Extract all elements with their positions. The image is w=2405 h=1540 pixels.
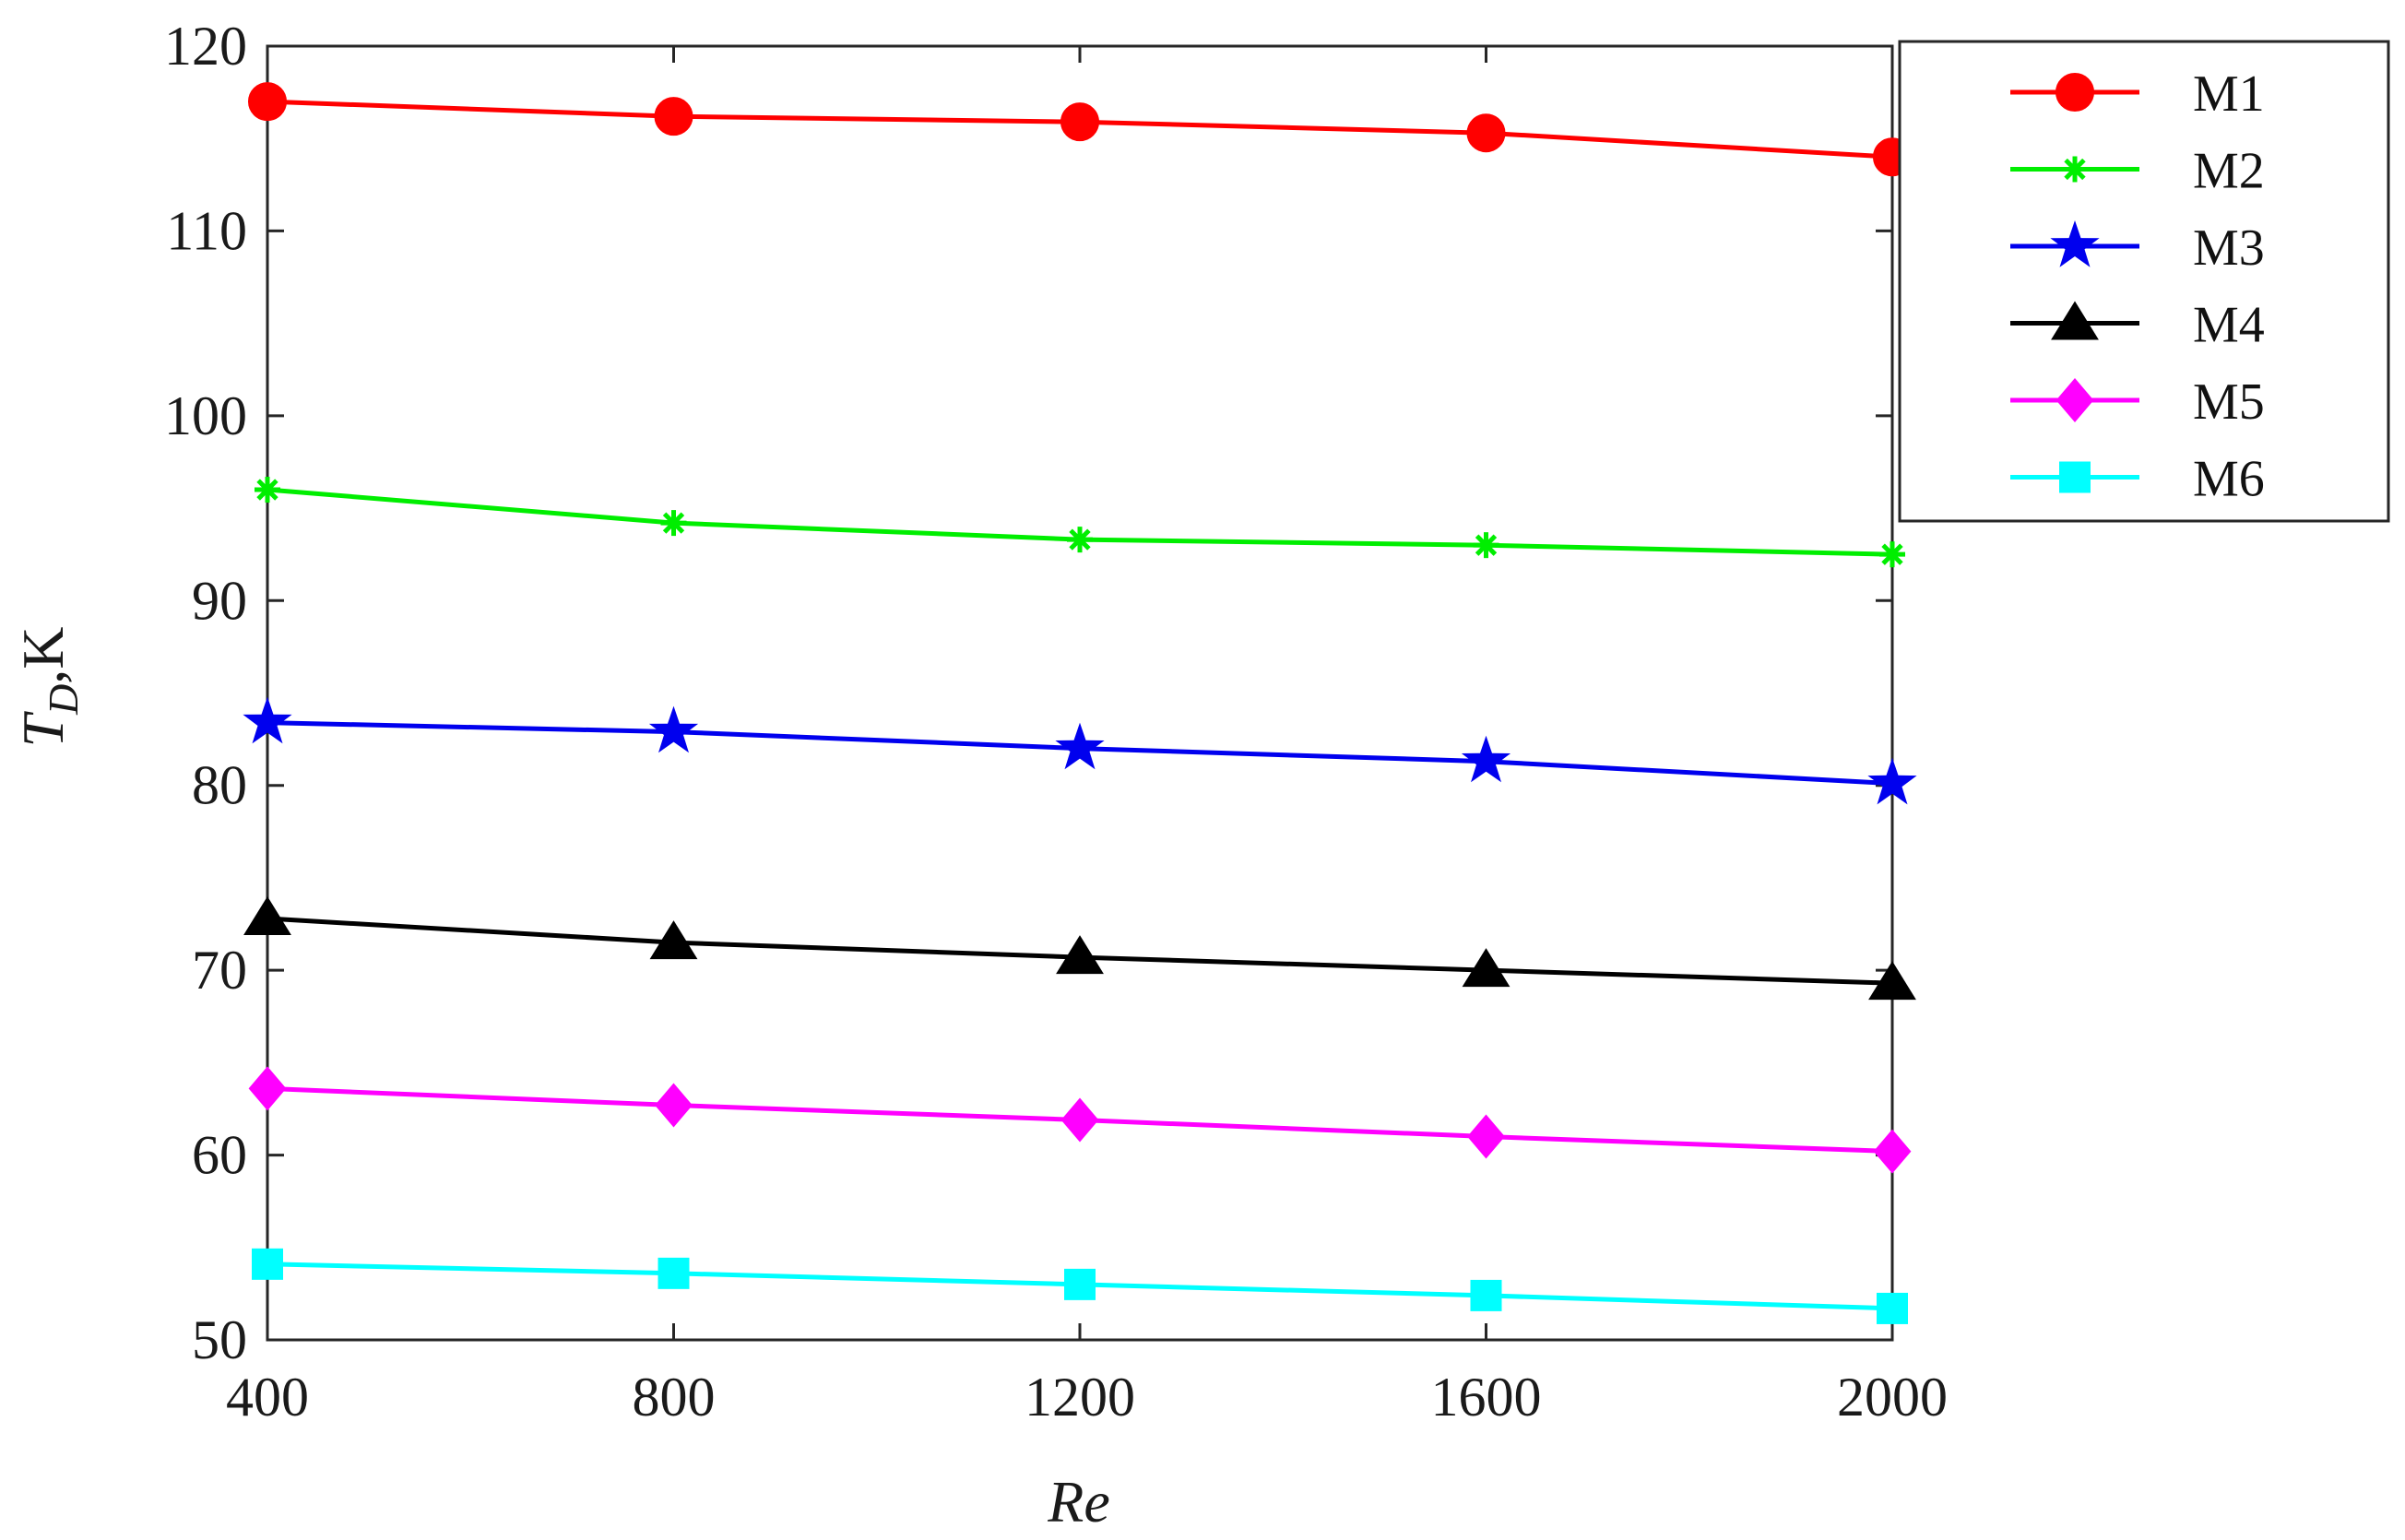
asterisk-stroke	[1881, 543, 1903, 565]
asterisk-stroke	[2064, 158, 2086, 181]
y-axis-ticks: 50 60 70 80 90 100 110 120	[164, 16, 1892, 1370]
data-point-m6	[1064, 1268, 1096, 1300]
data-point-m2	[1879, 541, 1905, 568]
x-tick-label: 400	[226, 1367, 309, 1427]
data-point-m6	[1470, 1279, 1502, 1311]
series-m5	[248, 1066, 1912, 1174]
data-point-m2	[1067, 527, 1093, 553]
legend: M1 M2 M3 M4 M5 M6	[1898, 40, 2390, 523]
y-tick-label: 100	[164, 385, 247, 446]
series-m4	[243, 896, 1916, 1001]
series-m6	[252, 1248, 1908, 1324]
legend-label-m3: M3	[2193, 219, 2265, 277]
y-tick-label: 110	[166, 200, 247, 261]
legend-label-m2: M2	[2193, 143, 2265, 200]
y-tick-label: 70	[192, 940, 247, 1001]
x-axis-ticks: 400 800 1200 1600 2000	[226, 46, 1948, 1427]
data-point-m5	[1467, 1114, 1505, 1159]
data-point-m3	[1055, 722, 1105, 770]
data-point-m5	[1873, 1129, 1912, 1174]
data-point-m6	[1877, 1292, 1908, 1324]
legend-marker-m1	[2056, 73, 2094, 112]
data-point-m1	[248, 82, 287, 122]
legend-label-m6: M6	[2193, 451, 2265, 508]
y-tick-label: 90	[192, 570, 247, 631]
legend-label-m1: M1	[2193, 65, 2265, 123]
legend-label-m4: M4	[2193, 297, 2265, 354]
legend-box	[1898, 40, 2390, 523]
data-point-m1	[654, 97, 693, 136]
data-point-m6	[658, 1257, 690, 1289]
legend-marker-m6	[2059, 461, 2091, 493]
data-point-m1	[1060, 102, 1099, 142]
x-axis-label: Re	[1047, 1469, 1110, 1534]
series-layer	[243, 82, 1917, 1324]
y-tick-label: 50	[192, 1309, 247, 1370]
data-point-m6	[252, 1248, 283, 1280]
legend-entry-m4: M4	[2010, 297, 2265, 354]
y-axis-label-main: T	[10, 711, 76, 748]
data-point-m2	[255, 477, 280, 503]
y-axis-label: TD,K	[10, 626, 87, 747]
y-tick-label: 60	[192, 1125, 247, 1186]
data-point-m4	[1462, 948, 1511, 988]
data-point-m2	[660, 510, 687, 537]
x-tick-label: 1200	[1025, 1367, 1135, 1427]
data-point-m2	[1473, 532, 1499, 559]
legend-entry-m2: M2	[2010, 143, 2265, 200]
data-point-m4	[649, 920, 698, 960]
y-tick-label: 120	[164, 16, 247, 77]
data-point-m5	[248, 1066, 287, 1111]
legend-entry-m6: M6	[2010, 451, 2265, 508]
data-point-m3	[243, 696, 292, 744]
x-tick-label: 800	[633, 1367, 716, 1427]
y-axis-label-unit: ,K	[10, 626, 76, 683]
x-tick-label: 1600	[1431, 1367, 1542, 1427]
asterisk-stroke	[662, 512, 685, 534]
legend-marker-m4	[2051, 301, 2099, 340]
asterisk-stroke	[256, 479, 278, 501]
legend-entry-m3: M3	[2010, 219, 2265, 277]
series-m3	[243, 696, 1917, 805]
data-point-m3	[1461, 735, 1511, 783]
data-point-m5	[655, 1083, 693, 1128]
data-point-m4	[1868, 961, 1916, 1001]
data-point-m3	[1867, 757, 1917, 805]
asterisk-stroke	[1069, 528, 1091, 551]
legend-marker-m5	[2056, 378, 2094, 422]
data-point-m1	[1466, 113, 1506, 153]
data-point-m5	[1060, 1097, 1099, 1143]
data-point-m4	[243, 896, 291, 936]
legend-marker-m2	[2062, 156, 2088, 183]
y-axis-label-subscript: D	[40, 684, 87, 716]
y-tick-label: 80	[192, 755, 247, 816]
legend-entry-m5: M5	[2010, 373, 2265, 431]
series-m2	[255, 477, 1905, 568]
legend-entry-m1: M1	[2010, 65, 2265, 123]
x-tick-label: 2000	[1837, 1367, 1948, 1427]
legend-marker-m3	[2050, 220, 2100, 267]
legend-label-m5: M5	[2193, 373, 2265, 431]
data-point-m4	[1056, 935, 1104, 975]
asterisk-stroke	[1475, 534, 1498, 556]
data-point-m3	[648, 705, 699, 753]
